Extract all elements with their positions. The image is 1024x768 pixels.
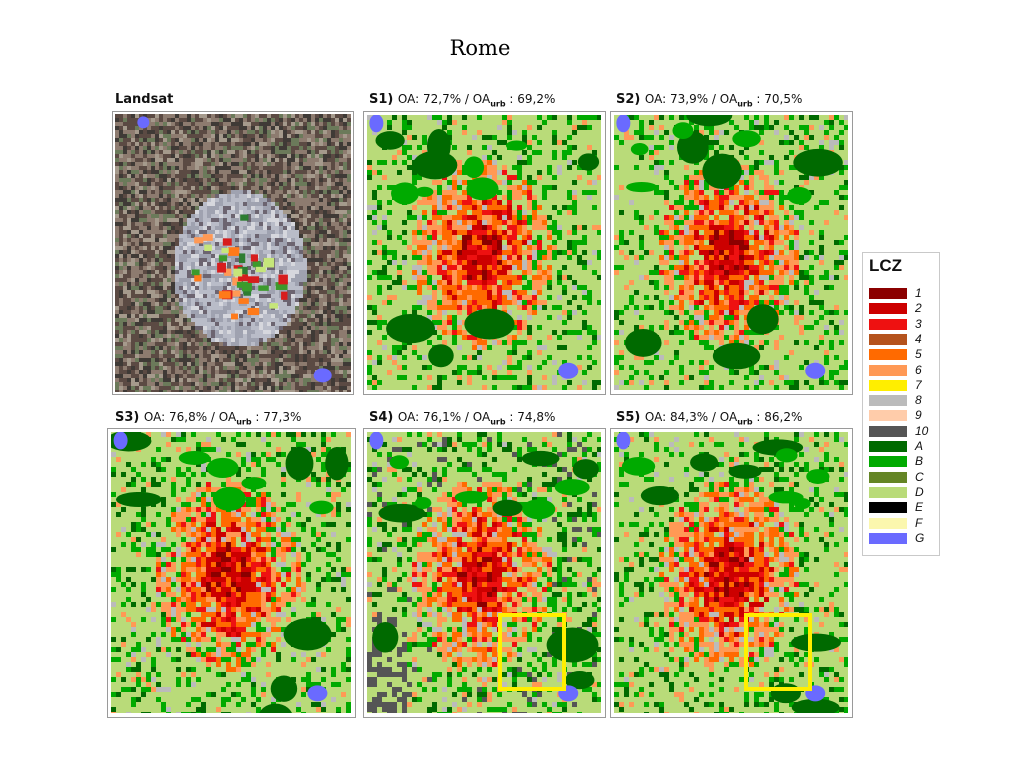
s3-map <box>111 432 351 713</box>
legend-label: 9 <box>915 408 922 423</box>
panel-prefix: S2) <box>616 92 641 107</box>
panel-label-s1: S1) OA: 72,7% / OAurb : 69,2% <box>369 92 555 109</box>
legend-label: 3 <box>915 316 922 331</box>
panel-oa-urb-sub: urb <box>737 417 753 427</box>
legend-swatch <box>869 502 907 514</box>
landsat-map <box>115 114 351 392</box>
legend-label: 8 <box>915 393 922 408</box>
legend-label: G <box>915 530 925 545</box>
s2-map <box>614 115 848 390</box>
s1-frame <box>363 111 606 395</box>
panel-oa-urb-sub: urb <box>490 417 506 427</box>
legend-label: 1 <box>915 286 922 300</box>
legend-swatch <box>869 441 907 452</box>
legend-label: 4 <box>915 331 922 346</box>
panel-oa-urb: : 86,2% <box>752 410 803 424</box>
s4-frame <box>363 428 606 718</box>
panel-oa: OA: 76,8% / OA <box>143 410 237 424</box>
s5-lcz-map <box>614 432 848 713</box>
panel-label-landsat: Landsat <box>115 92 173 107</box>
legend-swatch <box>869 456 907 468</box>
panel-prefix: Landsat <box>115 92 174 107</box>
s5-map <box>614 432 848 713</box>
s4-highlight-box <box>498 613 566 691</box>
s3-frame <box>107 428 356 718</box>
panel-label-s2: S2) OA: 73,9% / OAurb : 70,5% <box>616 92 802 109</box>
legend-swatch <box>869 333 907 345</box>
panel-label-s3: S3) OA: 76,8% / OAurb : 77,3% <box>115 410 301 427</box>
legend-swatch <box>869 395 907 407</box>
legend-swatch <box>869 486 907 498</box>
legend-swatch <box>869 288 907 299</box>
legend-swatch <box>869 349 907 361</box>
panel-prefix: S5) <box>616 410 641 425</box>
panel-oa: OA: 76,1% / OA <box>397 410 491 424</box>
legend-swatch <box>869 532 907 544</box>
panel-oa: OA: 84,3% / OA <box>644 410 738 424</box>
panel-oa-urb-sub: urb <box>737 99 753 109</box>
page-title: Rome <box>449 36 511 60</box>
panel-prefix: S3) <box>115 410 140 425</box>
lcz-legend: LCZ 1 2 3 4 5 6 7 8 9 10 A B C D E F G <box>862 252 940 556</box>
legend-label: B <box>915 454 924 469</box>
legend-swatch <box>869 410 907 422</box>
legend-swatch <box>869 517 907 529</box>
legend-swatch <box>869 364 907 376</box>
panel-oa-urb: : 70,5% <box>752 92 803 106</box>
s3-lcz-map <box>111 432 351 713</box>
panel-label-s4: S4) OA: 76,1% / OAurb : 74,8% <box>369 410 555 427</box>
s5-frame <box>610 428 853 718</box>
legend-title: LCZ <box>869 256 903 275</box>
legend-swatch <box>869 303 907 315</box>
panel-label-s5: S5) OA: 84,3% / OAurb : 86,2% <box>616 410 802 427</box>
legend-label: 10 <box>915 423 929 438</box>
legend-label: A <box>915 439 924 453</box>
legend-label: 5 <box>915 347 922 362</box>
legend-label: F <box>915 515 923 530</box>
legend-swatch <box>869 425 907 437</box>
landsat-image <box>115 114 351 392</box>
legend-swatch <box>869 379 907 391</box>
panel-oa-urb: : 77,3% <box>251 410 302 424</box>
panel-oa: OA: 72,7% / OA <box>397 92 491 106</box>
legend-label: 7 <box>915 377 922 392</box>
panel-prefix: S1) <box>369 92 394 107</box>
s2-frame <box>610 111 853 395</box>
panel-oa-urb: : 74,8% <box>505 410 556 424</box>
panel-oa-urb-sub: urb <box>490 99 506 109</box>
legend-label: E <box>915 500 924 515</box>
legend-swatch <box>869 471 907 483</box>
panel-prefix: S4) <box>369 410 394 425</box>
s2-lcz-map <box>614 115 848 390</box>
panel-oa-urb-sub: urb <box>236 417 252 427</box>
panel-oa-urb: : 69,2% <box>505 92 556 106</box>
legend-label: D <box>915 484 924 499</box>
panel-oa: OA: 73,9% / OA <box>644 92 738 106</box>
legend-label: 2 <box>915 301 922 316</box>
legend-swatch <box>869 318 907 330</box>
s1-map <box>367 115 601 390</box>
legend-label: C <box>915 469 924 484</box>
landsat-frame <box>112 111 354 395</box>
s1-lcz-map <box>367 115 601 390</box>
s5-highlight-box <box>744 613 812 691</box>
legend-label: 6 <box>915 362 922 377</box>
